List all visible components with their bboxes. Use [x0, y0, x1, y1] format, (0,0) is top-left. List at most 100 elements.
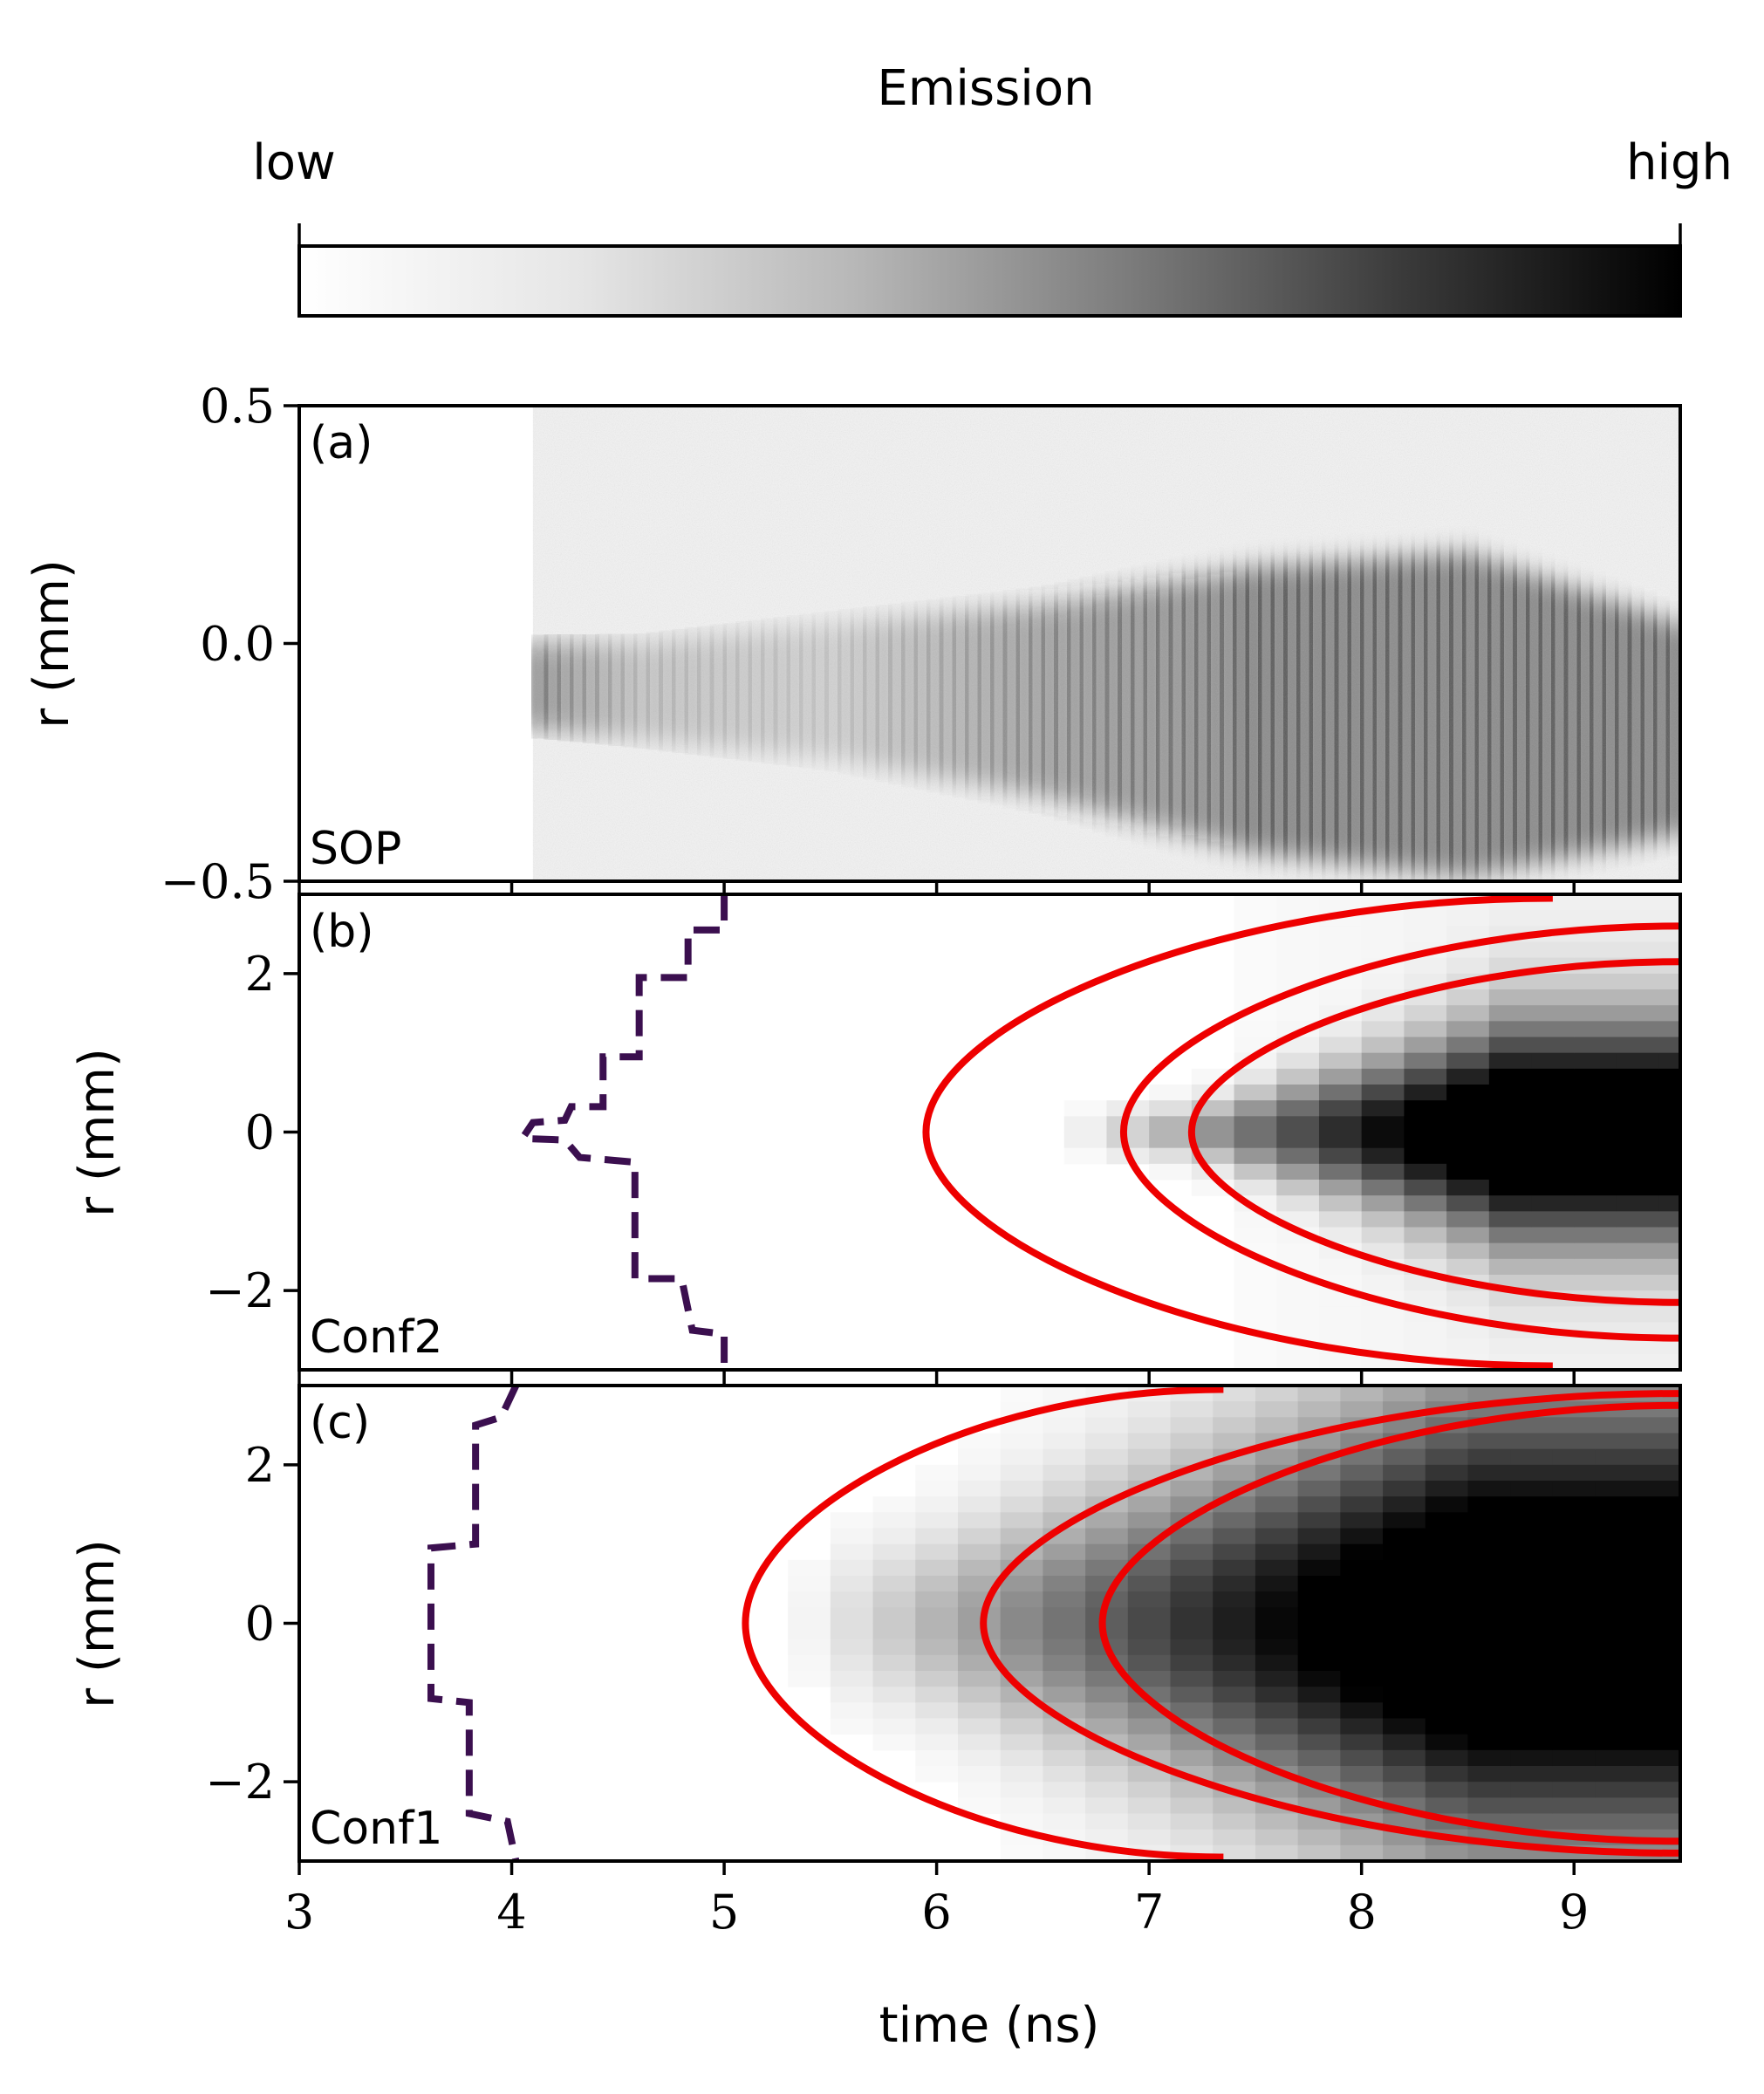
- emission-cell: [1276, 926, 1320, 942]
- emission-cell: [1000, 1718, 1043, 1735]
- emission-cell: [1531, 1275, 1575, 1291]
- emission-cell: [1255, 1654, 1299, 1672]
- emission-cell: [1510, 1512, 1554, 1529]
- emission-cell: [1680, 1560, 1723, 1577]
- emission-cell: [957, 1718, 1002, 1735]
- emission-cell: [1213, 1386, 1256, 1402]
- panel-a-noise: [532, 406, 1680, 881]
- emission-cell: [957, 1749, 1002, 1767]
- emission-cell: [1383, 1766, 1426, 1783]
- emission-cell: [1255, 1782, 1299, 1798]
- emission-cell: [1658, 1021, 1680, 1037]
- emission-cell: [1127, 1718, 1172, 1735]
- emission-cell: [1170, 1813, 1214, 1831]
- emission-cell: [1616, 1163, 1660, 1180]
- emission-cell: [915, 1654, 959, 1672]
- emission-cell: [1043, 1448, 1086, 1466]
- emission-cell: [1213, 1671, 1256, 1687]
- emission-cell: [1297, 1844, 1341, 1861]
- emission-cell: [1658, 1180, 1680, 1196]
- emission-cell: [1531, 973, 1575, 990]
- emission-cell: [1255, 1671, 1299, 1687]
- emission-cell: [872, 1591, 916, 1608]
- emission-cell: [1383, 1417, 1426, 1434]
- emission-cell: [1340, 1671, 1384, 1687]
- emission-cell: [1318, 1306, 1363, 1323]
- emission-cell: [1638, 1623, 1680, 1640]
- emission-cell: [1574, 1338, 1617, 1355]
- emission-cell: [1255, 1496, 1299, 1513]
- panel-b-dashed-profile: [516, 894, 728, 1370]
- emission-cell: [957, 1623, 1002, 1640]
- emission-cell: [1425, 1386, 1468, 1402]
- panel-a-tag: (a): [310, 417, 373, 469]
- emission-cell: [1488, 1163, 1533, 1180]
- emission-cell: [1425, 1718, 1468, 1735]
- emission-cell: [1255, 1718, 1299, 1735]
- emission-cell: [1234, 894, 1277, 911]
- emission-cell: [915, 1591, 959, 1608]
- emission-cell: [1595, 1623, 1638, 1640]
- emission-cell: [1213, 1464, 1256, 1482]
- x-tick-label: 6: [921, 1885, 951, 1940]
- emission-cell: [1361, 1275, 1405, 1291]
- emission-cell: [1638, 1433, 1680, 1450]
- emission-cell: [1043, 1654, 1086, 1672]
- emission-cell: [1638, 1528, 1680, 1545]
- emission-cell: [1574, 1068, 1617, 1085]
- emission-cell: [1127, 1496, 1172, 1513]
- emission-cell: [1213, 1576, 1256, 1592]
- emission-cell: [1680, 1512, 1723, 1529]
- emission-cell: [1297, 1749, 1341, 1767]
- emission-cell: [1085, 1702, 1129, 1719]
- emission-cell: [1000, 1433, 1043, 1450]
- emission-cell: [1680, 1702, 1723, 1719]
- emission-cell: [1658, 1306, 1680, 1323]
- emission-cell: [915, 1512, 959, 1529]
- emission-cell: [1297, 1464, 1341, 1482]
- emission-cell: [1531, 1116, 1575, 1133]
- emission-cell: [1595, 1639, 1638, 1656]
- emission-cell: [1595, 1813, 1638, 1831]
- emission-cell: [1552, 1623, 1596, 1640]
- emission-cell: [1446, 926, 1490, 942]
- emission-cell: [1000, 1766, 1043, 1783]
- emission-cell: [1297, 1654, 1341, 1672]
- emission-cell: [1170, 1671, 1214, 1687]
- emission-cell: [1488, 910, 1533, 927]
- emission-cell: [1552, 1813, 1596, 1831]
- emission-cell: [1276, 1052, 1320, 1070]
- emission-cell: [1127, 1559, 1172, 1577]
- emission-cell: [1510, 1417, 1554, 1434]
- emission-cell: [1510, 1433, 1554, 1450]
- emission-cell: [1276, 1290, 1320, 1307]
- emission-cell: [1063, 1116, 1107, 1133]
- emission-cell: [1552, 1654, 1596, 1672]
- emission-cell: [1531, 1037, 1575, 1054]
- emission-cell: [1234, 1116, 1277, 1133]
- emission-cell: [1595, 1512, 1638, 1529]
- emission-cell: [1255, 1448, 1299, 1466]
- emission-cell: [1638, 1512, 1680, 1529]
- emission-cell: [1552, 1671, 1596, 1687]
- emission-cell: [1383, 1464, 1426, 1482]
- emission-cell: [1658, 1005, 1680, 1022]
- emission-cell: [1574, 894, 1617, 911]
- emission-cell: [1446, 1195, 1490, 1212]
- emission-cell: [1531, 941, 1575, 959]
- emission-cell: [1000, 1512, 1043, 1529]
- emission-cell: [830, 1654, 874, 1672]
- emission-cell: [1127, 1591, 1172, 1608]
- emission-cell: [1552, 1576, 1596, 1592]
- contour-line: [742, 1386, 1224, 1861]
- emission-cell: [1552, 1417, 1596, 1434]
- emission-cell: [1276, 1227, 1320, 1244]
- emission-cell: [1425, 1528, 1468, 1545]
- emission-cell: [1531, 1306, 1575, 1323]
- emission-cell: [1616, 1180, 1660, 1196]
- emission-cell: [1043, 1433, 1086, 1450]
- emission-cell: [1000, 1749, 1043, 1767]
- emission-cell: [957, 1543, 1002, 1561]
- y-tick-label: 0.0: [200, 617, 275, 672]
